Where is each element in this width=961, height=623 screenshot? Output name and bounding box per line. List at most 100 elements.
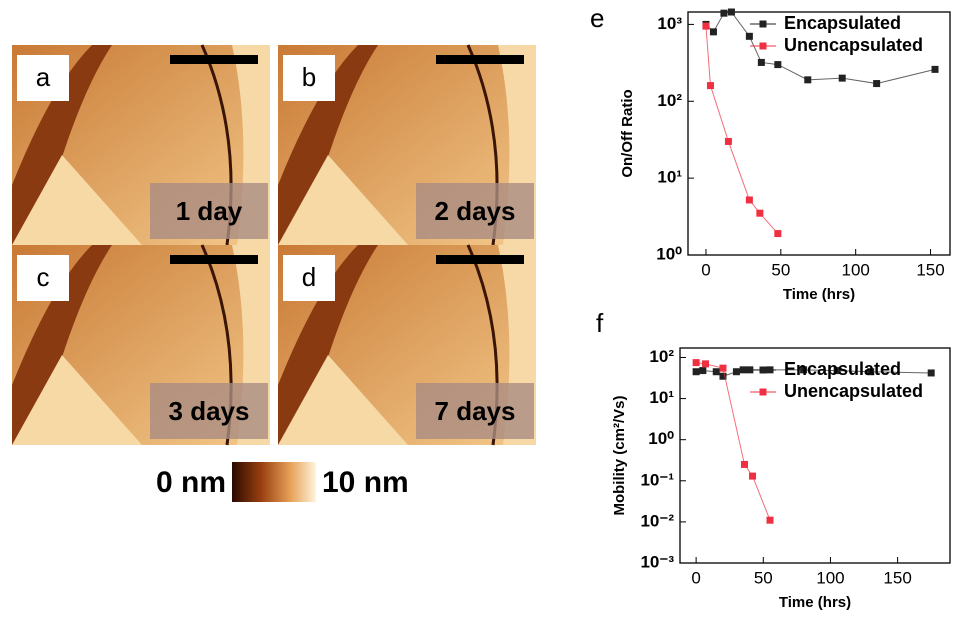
data-point (756, 209, 764, 217)
afm-light (278, 155, 408, 245)
y-axis-label: Mobility (cm²/Vs) (611, 395, 628, 515)
scale-bar (436, 255, 524, 264)
y-tick-label: 10⁰ (656, 244, 682, 263)
data-point (727, 8, 735, 16)
data-point (712, 368, 720, 376)
data-point (709, 28, 717, 36)
y-tick-label: 10⁻² (640, 511, 674, 530)
panel-letter: c (37, 262, 50, 292)
data-point (699, 367, 707, 375)
x-tick-label: 100 (841, 260, 869, 279)
data-point (931, 65, 939, 73)
legend-label: Unencapsulated (784, 35, 923, 55)
colorbar-max: 10 nm (322, 466, 409, 499)
data-point (720, 9, 728, 17)
legend-marker (759, 366, 767, 374)
afm-light (278, 355, 408, 445)
panel-letter: a (36, 62, 51, 92)
afm-light (12, 155, 142, 245)
series-line (696, 362, 771, 521)
data-point (706, 82, 714, 90)
x-tick-label: 50 (771, 260, 790, 279)
legend-label: Encapsulated (784, 13, 901, 33)
data-point (724, 137, 732, 145)
data-point (719, 364, 727, 372)
label-box (416, 183, 534, 239)
data-point (692, 368, 700, 376)
y-tick-label: 10² (649, 347, 674, 366)
data-point (746, 366, 754, 374)
x-tick-label: 150 (916, 260, 944, 279)
data-point (692, 359, 700, 367)
y-tick-label: 10² (657, 91, 682, 110)
plot-frame (679, 347, 951, 564)
y-tick-label: 10⁻¹ (640, 470, 674, 489)
data-point (702, 22, 710, 30)
scale-bar (170, 55, 258, 64)
legend-marker (759, 20, 767, 28)
y-tick-label: 10³ (657, 14, 682, 33)
colorbar (232, 462, 316, 502)
data-point (732, 368, 740, 376)
data-point (719, 372, 727, 380)
y-tick-label: 10⁻³ (640, 552, 674, 571)
data-point (867, 368, 875, 376)
afm-band (278, 45, 378, 245)
data-point (800, 366, 808, 374)
day-label: 7 days (435, 396, 516, 426)
letter-box (17, 255, 69, 301)
letter-box (283, 55, 335, 101)
y-tick-label: 10¹ (657, 168, 682, 187)
x-tick-label: 150 (883, 568, 911, 587)
panel-letter: f (596, 308, 604, 338)
data-point (873, 80, 881, 88)
day-label: 3 days (169, 396, 250, 426)
plot-frame (687, 11, 951, 256)
legend-label: Encapsulated (784, 359, 901, 379)
panel-letter: e (590, 3, 604, 33)
data-point (749, 472, 757, 480)
day-label: 1 day (176, 196, 243, 226)
scale-bar (436, 55, 524, 64)
y-tick-label: 10¹ (649, 388, 674, 407)
panel-letter: b (302, 62, 316, 92)
series-line (705, 26, 779, 234)
colorbar-min: 0 nm (156, 466, 226, 499)
x-axis-label: Time (hrs) (783, 286, 855, 303)
data-point (757, 58, 765, 66)
legend-label: Unencapsulated (784, 381, 923, 401)
data-point (774, 230, 782, 238)
afm-light (12, 355, 142, 445)
afm-band (12, 45, 112, 245)
afm-band (12, 245, 112, 445)
letter-box (283, 255, 335, 301)
y-tick-label: 10⁰ (648, 429, 674, 448)
y-axis-label: On/Off Ratio (619, 89, 636, 177)
data-point (927, 369, 935, 377)
label-box (150, 183, 268, 239)
data-point (766, 516, 774, 524)
x-tick-label: 50 (754, 568, 773, 587)
panel-letter: d (302, 262, 316, 292)
data-point (833, 367, 841, 375)
data-point (740, 460, 748, 468)
data-point (838, 74, 846, 82)
data-point (702, 360, 710, 368)
afm-band (278, 245, 378, 445)
data-point (804, 76, 812, 84)
legend-marker (759, 42, 767, 50)
label-box (150, 383, 268, 439)
data-point (774, 61, 782, 69)
data-point (745, 32, 753, 40)
day-label: 2 days (435, 196, 516, 226)
letter-box (17, 55, 69, 101)
data-point (739, 366, 747, 374)
label-box (416, 383, 534, 439)
legend-marker (759, 388, 767, 396)
x-tick-label: 100 (816, 568, 844, 587)
x-tick-label: 0 (691, 568, 700, 587)
x-axis-label: Time (hrs) (779, 594, 851, 611)
scale-bar (170, 255, 258, 264)
x-tick-label: 0 (701, 260, 710, 279)
